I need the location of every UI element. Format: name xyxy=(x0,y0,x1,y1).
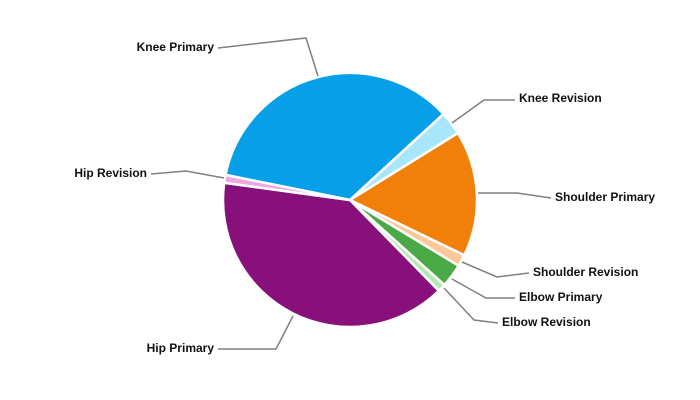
leader-line xyxy=(451,99,515,124)
pie-slice xyxy=(224,71,446,202)
pie-slice xyxy=(347,131,479,257)
leader-line xyxy=(150,170,225,179)
leader-line xyxy=(218,315,294,350)
slice-label: Knee Primary xyxy=(137,40,215,54)
slice-label: Shoulder Primary xyxy=(555,190,655,204)
pie-slice xyxy=(221,181,441,329)
leader-line xyxy=(217,37,319,77)
slice-label: Hip Primary xyxy=(147,341,215,355)
slice-label: Knee Revision xyxy=(519,91,602,105)
leader-line xyxy=(443,287,499,324)
leader-line xyxy=(451,278,515,299)
leader-line xyxy=(478,192,552,199)
slice-label: Shoulder Revision xyxy=(533,265,638,279)
pie-slice xyxy=(222,173,351,202)
slice-label: Elbow Revision xyxy=(502,315,591,329)
slice-label: Hip Revision xyxy=(74,166,147,180)
slice-label: Elbow Primary xyxy=(519,290,603,304)
leader-line xyxy=(461,261,530,278)
